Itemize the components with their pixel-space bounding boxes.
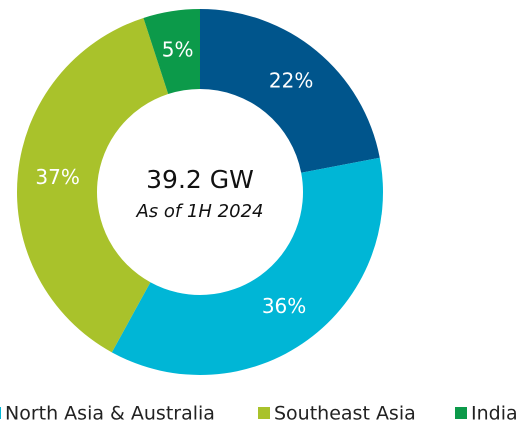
data-label: 22% [269, 68, 313, 92]
legend-swatch [0, 407, 1, 419]
donut-segment [200, 9, 380, 173]
legend-swatch [455, 407, 467, 419]
donut-segment [143, 9, 200, 95]
donut-segment [111, 157, 384, 375]
legend-label: North Asia & Australia [5, 403, 215, 425]
data-label: 37% [35, 165, 79, 189]
center-title: 39.2 GW [146, 165, 254, 194]
legend-label: Southeast Asia [274, 403, 416, 425]
legend-swatch [258, 407, 270, 419]
data-label: 36% [262, 294, 306, 318]
center-subtitle: As of 1H 2024 [135, 201, 263, 222]
legend-label: India [471, 403, 518, 425]
data-label: 5% [162, 37, 194, 61]
donut-segment [16, 17, 169, 353]
